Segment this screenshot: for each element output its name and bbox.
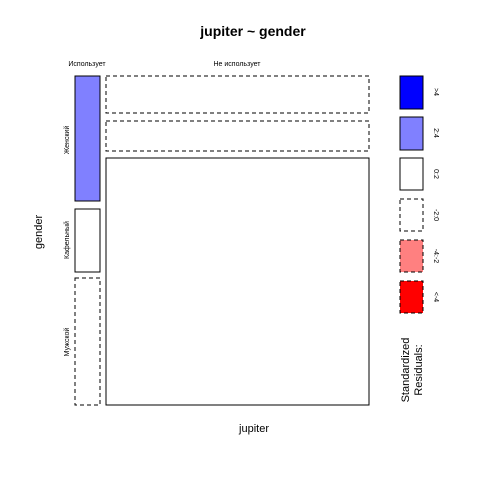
legend-label-0-2: 0:2 xyxy=(432,169,439,179)
legend-swatch-2-4 xyxy=(399,116,424,151)
mosaic-cell-notused-male xyxy=(105,157,370,406)
legend-label-neg4-neg2: -4:-2 xyxy=(432,249,439,264)
mosaic-cell-notused-kafelny xyxy=(105,120,370,152)
mosaic-cell-notused-female xyxy=(105,75,370,114)
mosaic-cell-used-male xyxy=(74,277,101,406)
legend-swatch-0-2 xyxy=(399,157,424,191)
legend-title-line-1: Standardized xyxy=(400,338,412,403)
legend-swatch-gt4 xyxy=(399,75,424,110)
mosaic-cell-used-female xyxy=(74,75,101,202)
x-category-label-1: Не использует xyxy=(214,61,262,68)
y-axis-label: gender xyxy=(33,215,45,250)
y-category-label-0: Женский xyxy=(63,126,71,155)
x-axis-label: jupiter xyxy=(238,423,269,435)
legend-label-gt4: >4 xyxy=(432,88,439,96)
mosaic-cell-used-kafelny xyxy=(74,208,101,273)
legend-label-2-4: 2:4 xyxy=(432,128,439,138)
legend-label-neg2-0: -2:0 xyxy=(432,209,439,221)
chart-title: jupiter ~ gender xyxy=(199,23,306,39)
x-category-label-0: Использует xyxy=(68,61,106,68)
legend-swatch-neg2-0 xyxy=(399,198,424,232)
y-category-label-1: Кафельный xyxy=(63,221,71,259)
legend-title-line-2: Residuals: xyxy=(413,344,425,395)
legend-swatch-lt-neg4 xyxy=(399,280,424,314)
legend-swatch-neg4-neg2 xyxy=(399,239,424,273)
legend-label-lt-neg4: <-4 xyxy=(432,292,439,302)
y-category-label-2: Мужской xyxy=(63,328,71,357)
